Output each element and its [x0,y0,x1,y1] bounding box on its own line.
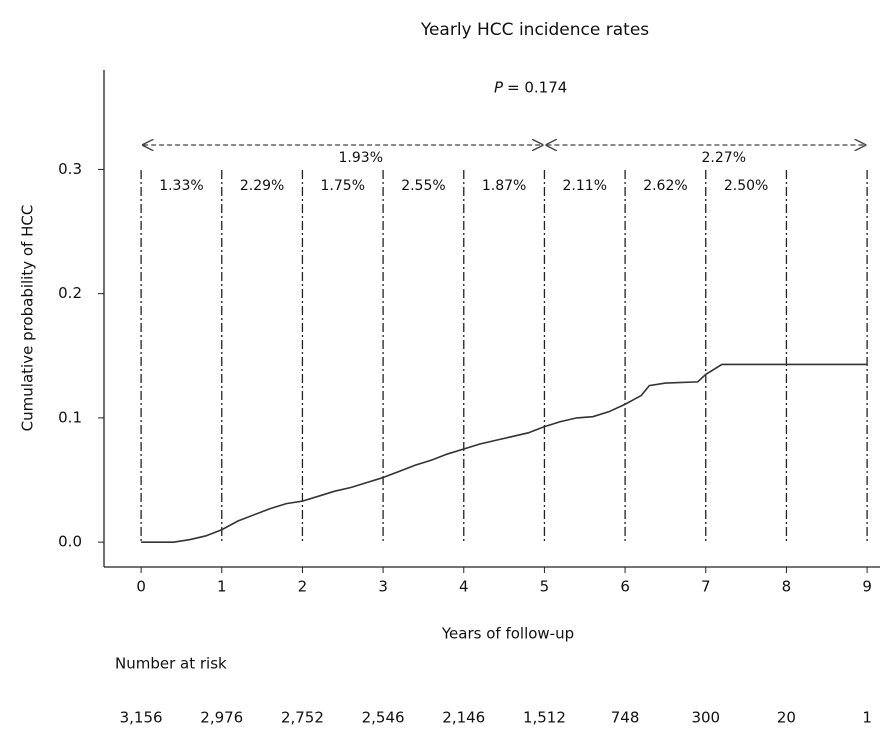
x-tick-label: 8 [782,578,792,596]
at-risk-count: 2,752 [281,709,324,727]
chart-title: Yearly HCC incidence rates [420,20,649,40]
at-risk-count: 2,146 [442,709,485,727]
x-tick-label: 6 [620,578,630,596]
period-rate: 1.93% [339,150,383,166]
at-risk-count: 1 [862,709,872,727]
at-risk-count: 1,512 [523,709,566,727]
interval-rate: 2.55% [401,178,445,194]
x-axis-label: Years of follow-up [441,625,574,643]
at-risk-count: 2,546 [362,709,405,727]
y-tick-label: 0.2 [58,284,82,302]
interval-rate: 1.75% [321,178,365,194]
x-tick-label: 7 [701,578,711,596]
at-risk-count: 2,976 [200,709,243,727]
interval-rate: 2.50% [724,178,768,194]
at-risk-count: 300 [691,709,720,727]
y-tick-label: 0.3 [58,160,82,178]
x-tick-label: 3 [378,578,388,596]
interval-rate: 1.33% [159,178,203,194]
x-tick-label: 4 [459,578,469,596]
p-label: P [494,79,504,97]
y-axis-label: Cumulative probability of HCC [19,205,37,432]
at-risk-title: Number at risk [115,655,227,673]
y-tick-label: 0.0 [58,533,82,551]
period-rate: 2.27% [702,150,746,166]
at-risk-count: 748 [611,709,640,727]
at-risk-count: 20 [777,709,796,727]
interval-rate: 2.11% [563,178,607,194]
x-tick-label: 9 [862,578,872,596]
x-tick-label: 2 [298,578,308,596]
x-tick-label: 0 [136,578,146,596]
interval-rate: 2.29% [240,178,284,194]
y-tick-label: 0.1 [58,408,82,426]
interval-rate: 2.62% [643,178,687,194]
x-tick-label: 1 [217,578,227,596]
p-value: = 0.174 [507,79,567,97]
interval-rate: 1.87% [482,178,526,194]
at-risk-count: 3,156 [120,709,163,727]
km-curve [141,363,868,543]
x-tick-label: 5 [540,578,550,596]
